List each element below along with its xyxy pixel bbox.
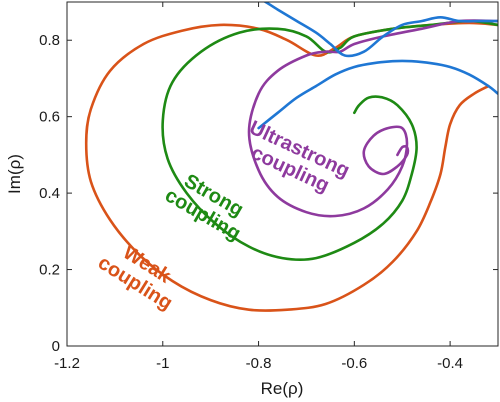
- y-axis-ticks: 0 0.2 0.4 0.6 0.8: [39, 32, 498, 355]
- y-tick-label: 0.2: [39, 262, 60, 279]
- x-tick-label: -1.2: [54, 355, 80, 372]
- x-tick-label: -0.8: [246, 355, 272, 372]
- y-tick-label: 0.6: [39, 109, 60, 126]
- curve-label-2: Ultrastrongcoupling: [237, 117, 353, 202]
- x-axis-label: Re(ρ): [261, 379, 304, 398]
- x-tick-label: -0.6: [341, 355, 367, 372]
- x-tick-label: -1: [156, 355, 169, 372]
- x-axis-ticks: -1.2 -1 -0.8 -0.6 -0.4: [54, 2, 463, 372]
- series-line-1: [161, 19, 498, 262]
- curves-layer: [84, 2, 498, 312]
- y-tick-label: 0.8: [39, 32, 60, 49]
- y-axis-label: Im(ρ): [5, 154, 24, 194]
- curve-label-0: Weakcoupling: [94, 233, 188, 314]
- series-line-4: [257, 59, 498, 130]
- series-line-2: [247, 19, 498, 218]
- plot-frame: [66, 1, 499, 347]
- y-tick-label: 0.4: [39, 185, 60, 202]
- series-line-3: [263, 2, 498, 58]
- x-tick-label: -0.4: [437, 355, 463, 372]
- y-tick-label: 0: [52, 338, 60, 355]
